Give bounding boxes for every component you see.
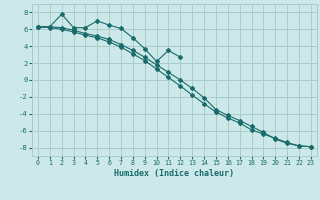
- X-axis label: Humidex (Indice chaleur): Humidex (Indice chaleur): [115, 169, 234, 178]
